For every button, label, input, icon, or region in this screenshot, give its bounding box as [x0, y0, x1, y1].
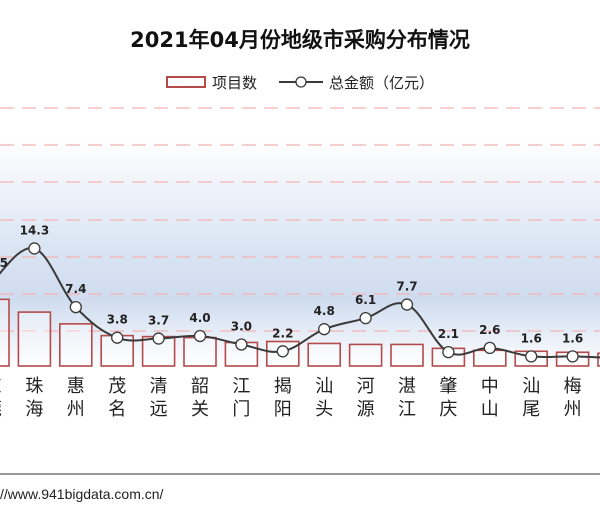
legend-line-symbol: [279, 76, 323, 88]
data-label-汕头: 4.8: [314, 304, 335, 318]
data-label-河源: 6.1: [355, 293, 376, 307]
data-label-珠海: 14.3: [20, 223, 50, 237]
point-茂名: [111, 331, 124, 344]
x-tick-label-汕尾-1: 尾: [522, 399, 540, 420]
x-tick-label-清远-1: 远: [150, 399, 168, 420]
x-tick-label-湛江-0: 湛: [398, 376, 416, 397]
x-tick-label-江门-1: 门: [232, 399, 250, 420]
legend-bar-label: 项目数: [211, 73, 257, 92]
x-tick-label-清远-0: 清: [150, 376, 168, 397]
x-tick-label-珠海-1: 海: [25, 399, 43, 420]
x-tick-label-东莞-1: 莞: [0, 399, 2, 420]
x-tick-label-中山-1: 山: [481, 399, 499, 420]
point-河源: [359, 311, 372, 325]
series-line-total-amount: [0, 247, 600, 359]
bar-东莞: [0, 298, 10, 367]
x-tick-label-揭阳-0: 揭: [274, 376, 292, 397]
x-tick-label-惠州-0: 惠: [67, 376, 85, 397]
data-label-茂名: 3.8: [107, 313, 128, 327]
x-tick-label-中山-0: 中: [481, 376, 499, 397]
data-label-惠州: 7.4: [65, 282, 86, 296]
x-tick-label-湛江-1: 江: [398, 399, 416, 420]
data-label-清远: 3.7: [148, 314, 169, 328]
x-tick-label-江门-0: 江: [232, 376, 250, 397]
x-tick-label-肇庆-1: 庆: [439, 399, 457, 420]
point-韶关: [193, 329, 207, 343]
x-tick-label-汕尾-0: 汕: [522, 376, 540, 397]
point-梅州: [566, 350, 579, 363]
bar-湛江: [390, 343, 424, 367]
x-tick-label-珠海-0: 珠: [25, 376, 43, 397]
x-tick-label-梅州-1: 州: [564, 399, 582, 420]
chart-legend: 项目数 总金额（亿元）: [0, 70, 600, 94]
point-珠海: [28, 242, 41, 255]
data-label-揭阳: 2.2: [272, 326, 293, 340]
legend-item-line[interactable]: 总金额（亿元）: [279, 72, 434, 93]
point-湛江: [400, 298, 414, 311]
point-汕尾: [525, 350, 538, 363]
bar-河源: [348, 343, 383, 367]
x-tick-label-揭阳-1: 阳: [274, 399, 292, 420]
x-tick-label-梅州-0: 梅: [564, 376, 582, 397]
data-label-湛江: 7.7: [396, 280, 417, 294]
x-tick-label-东莞-0: 东: [0, 376, 2, 397]
data-label-肇庆: 2.1: [438, 327, 459, 341]
bar-汕头: [307, 342, 342, 367]
x-tick-label-惠州-1: 州: [67, 399, 85, 420]
point-中山: [483, 341, 496, 355]
bar-潮州: [597, 352, 600, 367]
point-清远: [152, 332, 165, 345]
x-tick-label-茂名-1: 名: [108, 399, 126, 420]
data-label-东莞: 5: [0, 256, 8, 270]
legend-item-bar[interactable]: 项目数: [165, 72, 257, 93]
chart-title: 2021年04月份地级市采购分布情况: [130, 28, 470, 52]
bar-珠海: [17, 311, 52, 367]
x-tick-label-茂名-0: 茂: [108, 376, 126, 397]
plot-area-background: [0, 140, 600, 368]
x-tick-label-汕头-0: 汕: [315, 376, 333, 397]
point-汕头: [318, 323, 331, 336]
data-label-韶关: 4.0: [189, 311, 210, 325]
point-江门: [235, 338, 248, 351]
x-tick-label-韶关-0: 韶: [191, 376, 209, 397]
legend-bar-swatch: [165, 76, 206, 88]
data-label-江门: 3.0: [231, 320, 252, 334]
x-tick-label-河源-1: 源: [357, 399, 375, 420]
data-label-梅州: 1.6: [562, 331, 583, 345]
data-label-中山: 2.6: [479, 323, 500, 337]
point-肇庆: [442, 345, 455, 359]
bar-惠州: [58, 323, 93, 367]
x-tick-label-河源-0: 河: [357, 376, 375, 397]
x-tick-label-肇庆-0: 肇: [439, 376, 457, 397]
point-惠州: [69, 300, 82, 314]
x-tick-label-韶关-1: 关: [191, 399, 209, 420]
footer-url[interactable]: //www.941bigdata.com.cn/: [0, 486, 164, 502]
point-揭阳: [276, 345, 289, 358]
x-tick-label-汕头-1: 头: [315, 399, 333, 420]
legend-line-label: 总金额（亿元）: [329, 73, 435, 92]
data-label-汕尾: 1.6: [521, 331, 542, 345]
